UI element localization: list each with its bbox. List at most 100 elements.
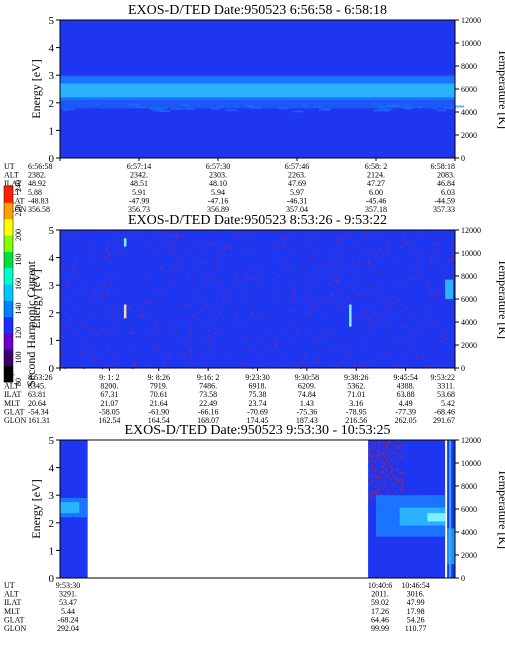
ephemeris-value: 292.04	[57, 624, 79, 633]
noise-speckle	[391, 468, 394, 470]
noise-speckle	[399, 487, 402, 489]
noise-speckle	[380, 353, 383, 356]
y2-tick-label: 2000	[461, 131, 477, 140]
y2-tick-label: 4000	[461, 318, 477, 327]
noise-speckle	[380, 271, 382, 273]
noise-speckle	[149, 338, 151, 340]
noise-speckle	[156, 310, 158, 313]
noise-speckle	[197, 292, 199, 294]
noise-speckle	[163, 365, 165, 368]
noise-speckle	[399, 455, 401, 458]
noise-speckle	[369, 317, 371, 320]
noise-speckle	[397, 479, 399, 482]
noise-speckle	[304, 313, 306, 315]
noise-speckle	[372, 234, 375, 236]
noise-speckle	[373, 311, 375, 314]
noise-speckle	[247, 337, 250, 339]
noise-speckle	[407, 240, 409, 243]
noise-speckle	[115, 250, 117, 253]
ephemeris-value: 187.43	[296, 416, 318, 425]
noise-speckle	[374, 492, 377, 495]
noise-speckle	[133, 239, 136, 241]
noise-speckle	[367, 306, 370, 308]
noise-speckle	[385, 446, 388, 448]
ephemeris-value: 9:53:22	[431, 373, 455, 382]
noise-speckle	[325, 278, 328, 280]
noise-speckle	[154, 323, 157, 326]
noise-speckle	[423, 318, 425, 321]
noise-speckle	[442, 266, 444, 269]
noise-speckle	[212, 284, 214, 287]
ephemeris-value: 2382.	[28, 171, 46, 180]
noise-speckle	[168, 251, 171, 253]
noise-speckle	[390, 452, 392, 455]
noise-speckle	[381, 471, 383, 474]
noise-speckle	[368, 259, 371, 261]
noise-speckle	[382, 470, 384, 473]
noise-speckle	[205, 276, 207, 279]
noise-speckle	[309, 274, 312, 277]
ephemeris-value: -75.36	[297, 407, 318, 416]
noise-speckle	[146, 302, 148, 305]
noise-speckle	[398, 305, 400, 307]
noise-speckle	[279, 306, 282, 309]
noise-speckle	[223, 249, 225, 251]
noise-speckle	[402, 233, 404, 236]
y-tick-label: 5	[49, 435, 55, 447]
y2-tick-label: 12000	[461, 16, 481, 25]
noise-speckle	[108, 245, 110, 248]
noise-speckle	[430, 293, 433, 296]
noise-speckle	[244, 273, 246, 276]
noise-speckle	[387, 456, 389, 459]
band-texture	[444, 107, 456, 110]
ephemeris-value: 3291.	[59, 590, 77, 599]
noise-speckle	[337, 236, 339, 239]
noise-speckle	[252, 277, 255, 280]
noise-speckle	[230, 319, 233, 321]
noise-speckle	[133, 363, 136, 366]
noise-speckle	[76, 333, 79, 335]
noise-speckle	[205, 283, 208, 285]
colorbar-tick-label: 240	[14, 180, 23, 192]
noise-speckle	[342, 360, 345, 363]
noise-speckle	[425, 366, 427, 368]
noise-speckle	[326, 349, 328, 351]
ephemeris-value: 10:40:6	[368, 581, 392, 590]
colorbar-tick-label: 160	[14, 278, 23, 290]
noise-speckle	[363, 311, 366, 314]
noise-speckle	[208, 334, 211, 336]
noise-speckle	[425, 360, 427, 362]
noise-speckle	[377, 293, 379, 295]
ephemeris-value: 8200.	[100, 382, 118, 391]
noise-speckle	[383, 481, 386, 483]
noise-speckle	[338, 274, 340, 276]
noise-speckle	[93, 311, 95, 314]
noise-speckle	[369, 469, 371, 471]
noise-speckle	[303, 294, 306, 296]
noise-speckle	[386, 326, 388, 329]
noise-speckle	[68, 283, 70, 285]
noise-speckle	[397, 446, 400, 449]
noise-speckle	[398, 445, 400, 447]
noise-speckle	[170, 246, 172, 248]
noise-speckle	[78, 244, 80, 246]
noise-speckle	[430, 262, 432, 264]
noise-speckle	[90, 240, 92, 243]
noise-speckle	[395, 480, 398, 483]
noise-speckle	[191, 298, 194, 301]
noise-speckle	[183, 354, 186, 357]
y2-axis-label: Temperature [K]	[496, 49, 505, 129]
noise-speckle	[161, 268, 163, 271]
noise-speckle	[402, 244, 405, 247]
noise-speckle	[261, 231, 263, 234]
noise-speckle	[148, 318, 150, 320]
noise-speckle	[329, 330, 332, 333]
noise-speckle	[207, 342, 210, 344]
noise-speckle	[378, 249, 380, 252]
noise-speckle	[357, 257, 360, 259]
noise-speckle	[241, 320, 243, 323]
noise-speckle	[338, 283, 341, 285]
noise-speckle	[292, 366, 295, 368]
noise-speckle	[306, 243, 309, 245]
noise-speckle	[359, 276, 361, 279]
